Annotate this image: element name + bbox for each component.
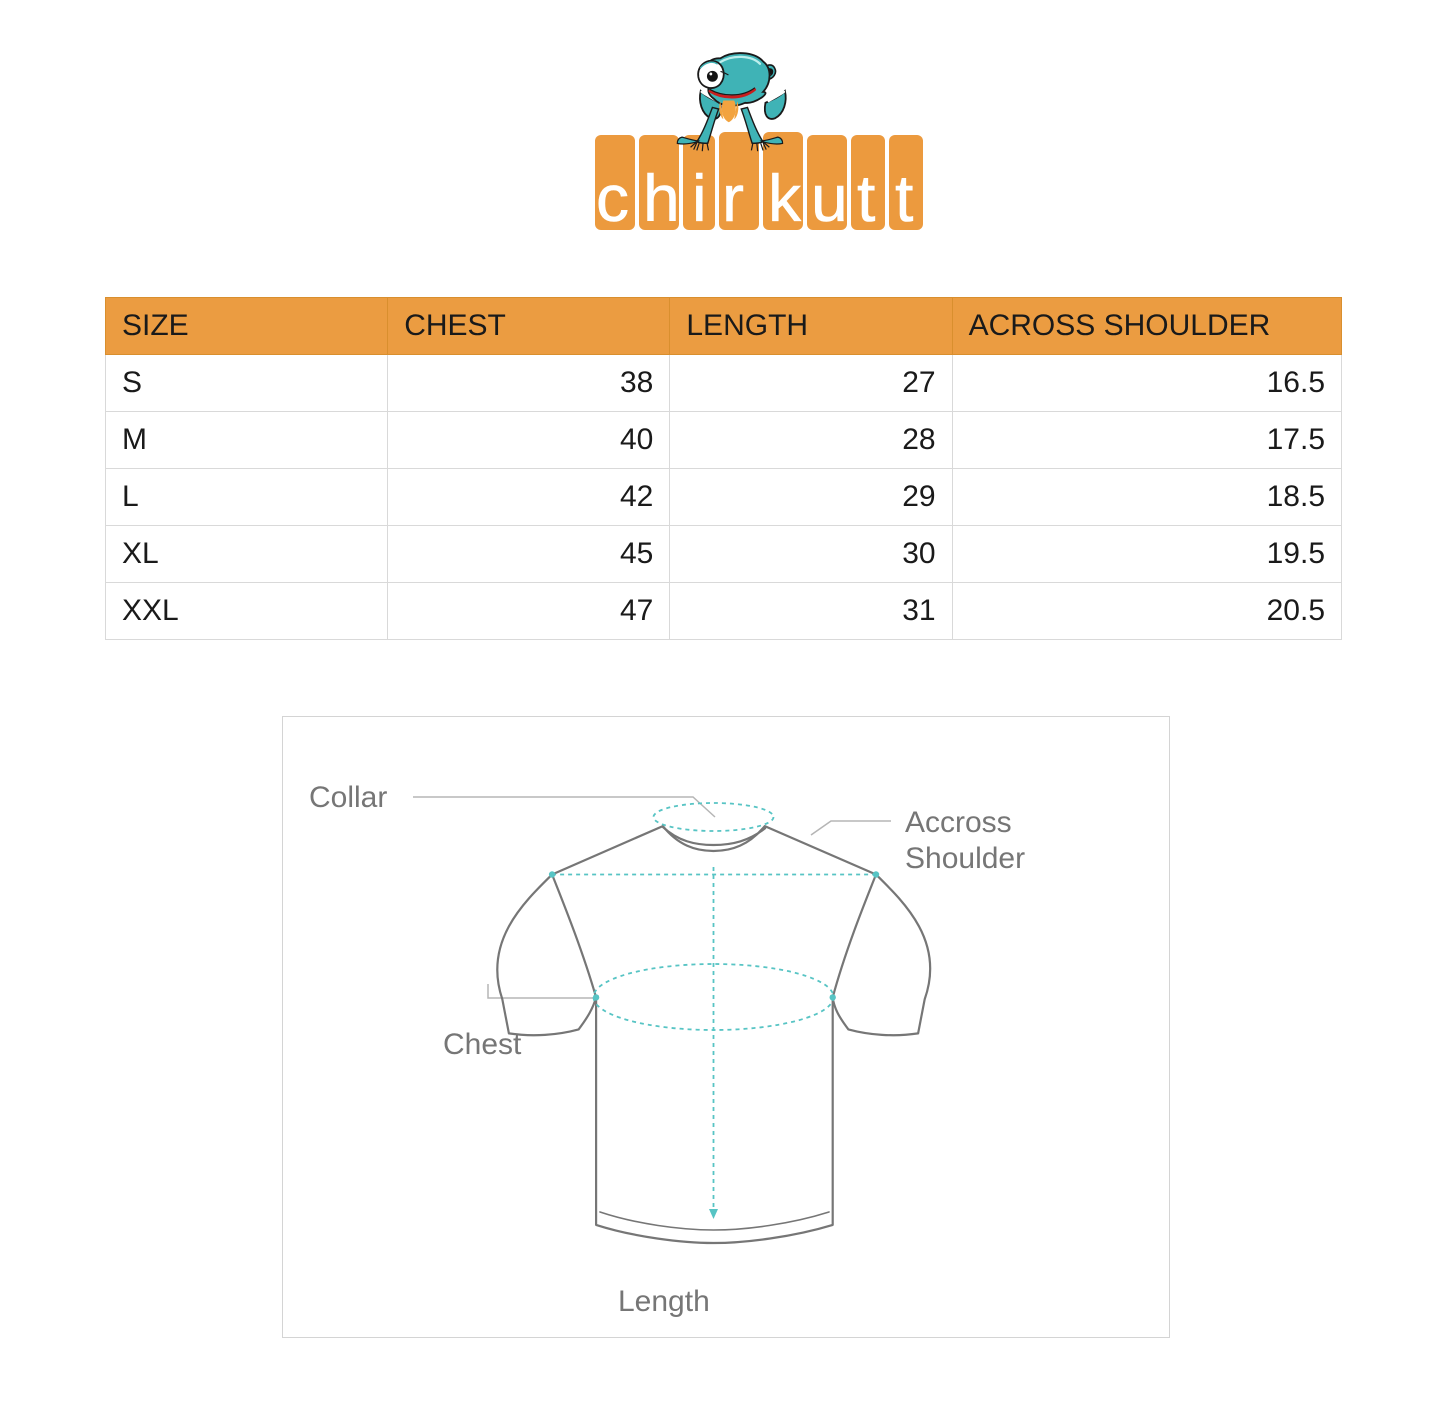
svg-text:i: i <box>692 161 706 230</box>
svg-text:u: u <box>811 161 847 230</box>
svg-text:t: t <box>895 161 913 230</box>
svg-text:Shoulder: Shoulder <box>905 842 1025 875</box>
svg-text:h: h <box>643 161 679 230</box>
svg-text:Length: Length <box>618 1285 710 1318</box>
svg-text:t: t <box>857 161 875 230</box>
svg-text:Collar: Collar <box>309 781 387 814</box>
svg-text:Accross: Accross <box>905 806 1012 839</box>
svg-text:c: c <box>596 161 628 230</box>
svg-text:r: r <box>722 161 743 230</box>
svg-text:k: k <box>768 161 802 230</box>
